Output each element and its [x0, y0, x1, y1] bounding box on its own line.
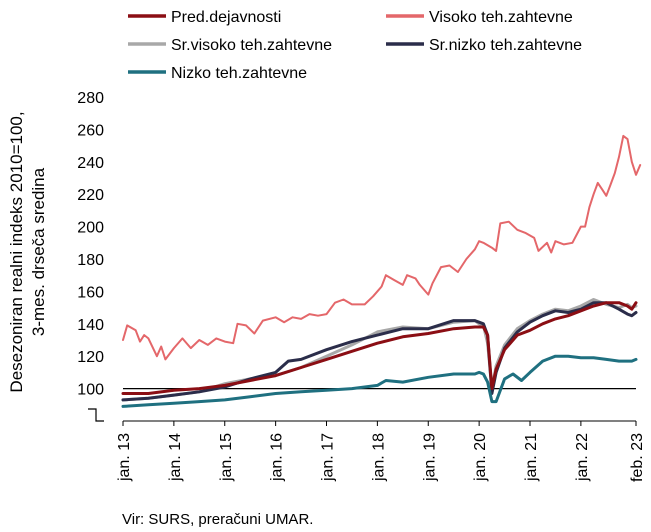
legend: Pred.dejavnosti Visoko teh.zahtevne Sr.vis…	[128, 9, 582, 82]
x-tick-label: feb. 23	[629, 433, 646, 482]
y-tick-label: 100	[77, 382, 104, 399]
y-tick-label: 180	[77, 252, 104, 269]
legend-label: Sr.visoko teh.zahtevne	[171, 37, 332, 54]
y-axis-title-line-2: 3-mes. drseča sredina	[29, 167, 48, 336]
x-tick-label: jan. 20	[472, 433, 489, 482]
y-axis-title-line-1: Desezoniran realni indeks 2010=100,	[7, 111, 26, 392]
x-tick-label: jan. 21	[523, 433, 540, 482]
axis-break-mark	[88, 408, 104, 422]
legend-label: Pred.dejavnosti	[171, 9, 281, 26]
x-tick-label: jan. 17	[320, 433, 337, 482]
x-tick-label: jan. 15	[218, 433, 235, 482]
series-line-pred-dejavnosti	[121, 301, 638, 395]
y-tick-label: 240	[77, 155, 104, 172]
legend-label: Visoko teh.zahtevne	[429, 9, 573, 26]
source-note: Vir: SURS, preračuni UMAR.	[122, 511, 313, 528]
x-tick-label: jan. 22	[574, 433, 591, 482]
series-line-visoko-teh-zahtevne	[122, 134, 642, 361]
legend-label: Nizko teh.zahtevne	[171, 65, 307, 82]
x-tick-label: jan. 13	[116, 433, 133, 482]
y-tick-label: 220	[77, 187, 104, 204]
y-axis: 100 120 140 160 180 200 220 240 260 280	[77, 90, 104, 422]
y-tick-label: 120	[77, 349, 104, 366]
y-tick-label: 140	[77, 317, 104, 334]
x-tick-label: jan. 19	[421, 433, 438, 482]
x-tick-label: jan. 14	[167, 433, 184, 482]
y-tick-label: 160	[77, 284, 104, 301]
series-line-nizko-teh-zahtevne	[121, 354, 638, 408]
x-tick-label: jan. 16	[269, 433, 286, 482]
x-axis: jan. 13 jan. 14 jan. 15 jan. 16 jan. 17 jan. …	[116, 420, 646, 482]
y-tick-label: 260	[77, 122, 104, 139]
y-tick-label: 200	[77, 220, 104, 237]
series-layer	[121, 134, 642, 408]
x-tick-label: jan. 18	[370, 433, 387, 482]
legend-label: Sr.nizko teh.zahtevne	[429, 37, 582, 54]
y-tick-label: 280	[77, 90, 104, 107]
series-line-sr-nizko-teh-zahtevne	[121, 301, 638, 402]
